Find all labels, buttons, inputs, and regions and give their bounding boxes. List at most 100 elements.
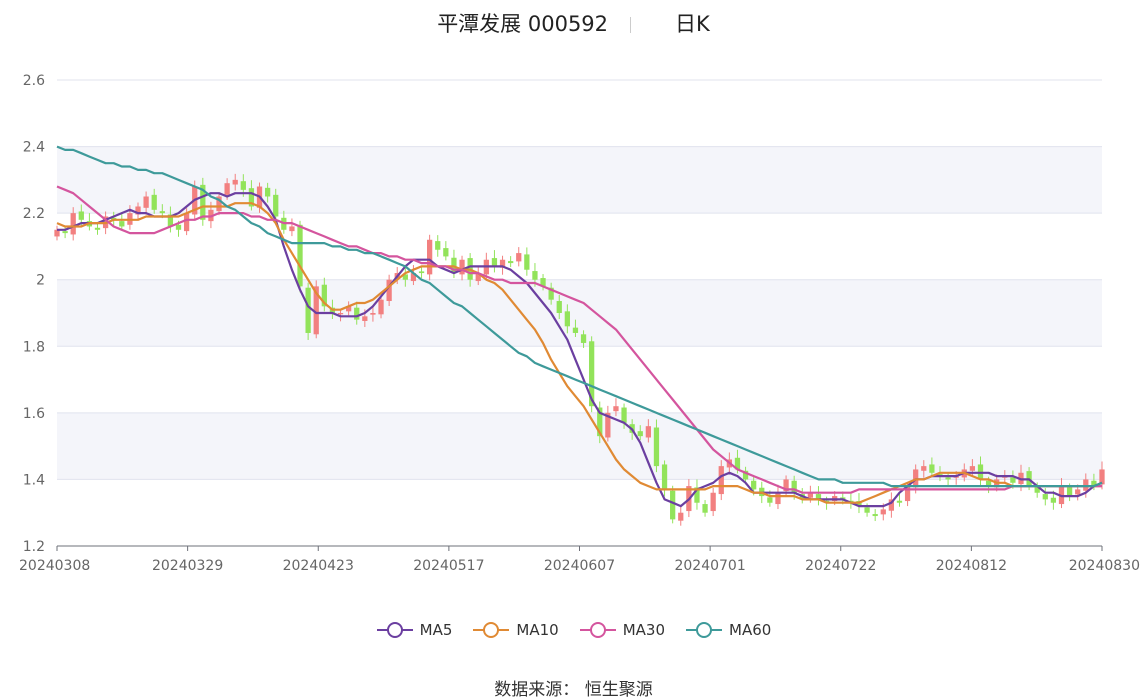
candle	[540, 274, 546, 291]
grid-band	[57, 279, 1102, 347]
legend-item-ma5[interactable]: MA5	[376, 620, 453, 640]
legend: MA5 MA10 MA30 MA60	[0, 620, 1147, 640]
candle-body	[921, 466, 927, 471]
candle-body	[362, 316, 368, 321]
candle-body	[159, 211, 165, 214]
candle-body	[653, 427, 660, 467]
candle	[710, 487, 716, 517]
candle-body	[1075, 489, 1081, 495]
candle-body	[305, 287, 311, 333]
candle-body	[78, 211, 84, 220]
candle-body	[985, 480, 992, 487]
candle-body	[313, 286, 319, 335]
candle-body	[1050, 497, 1057, 503]
candle-body	[94, 227, 101, 230]
candle-body	[70, 213, 76, 235]
candle	[216, 192, 222, 216]
legend-item-ma30[interactable]: MA30	[579, 620, 665, 640]
candle	[54, 225, 60, 241]
candle	[321, 277, 327, 312]
candle	[694, 479, 700, 510]
candle-body	[710, 492, 716, 512]
candle	[516, 247, 522, 267]
legend-item-ma60[interactable]: MA60	[685, 620, 771, 640]
candle	[556, 295, 562, 319]
kline-chart: 1.21.41.61.822.22.42.6 20240308 20240329 2…	[19, 73, 1140, 574]
candle-body	[807, 492, 814, 498]
candle	[1058, 478, 1065, 509]
candle-body	[742, 470, 749, 480]
stock-name: 平潭发展 000592	[437, 12, 609, 36]
y-tick-label: 1.6	[23, 406, 45, 422]
candle-body	[232, 179, 238, 185]
candle-body	[637, 431, 643, 437]
candle-body	[273, 194, 279, 217]
candle-body	[556, 301, 562, 313]
candle	[564, 304, 570, 334]
candle-body	[613, 406, 619, 412]
candle	[678, 506, 684, 526]
y-tick-label: 1.4	[23, 472, 45, 488]
candle	[508, 256, 514, 268]
candle	[613, 398, 619, 417]
candle	[62, 226, 68, 239]
candle-body	[783, 479, 789, 492]
candle-body	[151, 194, 157, 210]
y-axis: 1.2 1.4 1.6 1.8 2 2.2 2.4 2.6	[23, 73, 45, 555]
candle-body	[62, 231, 68, 234]
candle	[345, 301, 352, 316]
legend-item-ma10[interactable]: MA10	[472, 620, 559, 640]
candle	[354, 301, 360, 325]
legend-label-ma5: MA5	[419, 621, 453, 639]
candle-body	[815, 494, 822, 500]
candle-body	[491, 258, 498, 267]
candle-body	[1034, 487, 1040, 493]
candle-body	[1042, 494, 1048, 500]
candle-body	[224, 183, 230, 195]
candle-body	[516, 253, 522, 262]
candle-body	[183, 213, 190, 232]
ma-line-ma60	[56, 145, 1103, 488]
candle-body	[321, 284, 327, 307]
candle	[443, 241, 449, 261]
candle-body	[572, 327, 579, 333]
candle	[410, 265, 417, 286]
candle-body	[410, 273, 417, 282]
candle-body	[791, 480, 797, 493]
candle-body	[418, 271, 425, 274]
legend-marker-ma5	[376, 622, 413, 638]
candle-body	[540, 278, 546, 287]
candle	[232, 173, 238, 191]
candle-body	[248, 188, 255, 207]
candle-body	[402, 274, 408, 280]
x-tick-label: 20240830	[1069, 558, 1140, 574]
candle	[888, 492, 895, 518]
data-source: 数据来源： 恒生聚源	[494, 680, 653, 700]
candle-body	[386, 279, 392, 302]
candle	[572, 319, 579, 337]
candle	[378, 295, 384, 319]
candle	[402, 267, 408, 287]
candle-body	[1091, 480, 1097, 487]
candle	[718, 460, 724, 501]
candle-body	[605, 412, 611, 438]
candle	[70, 207, 76, 241]
candle-body	[354, 307, 360, 320]
candle	[167, 206, 174, 233]
candle	[645, 419, 651, 443]
candle-body	[694, 487, 700, 503]
x-tick-label: 20240701	[674, 558, 745, 574]
ma-line-ma10	[56, 202, 1102, 504]
grid-bands	[57, 146, 1102, 480]
candle-body	[734, 457, 741, 470]
candle-body	[564, 311, 570, 327]
period-label[interactable]: 日K	[675, 12, 710, 36]
candle	[670, 485, 676, 524]
candle-body	[499, 259, 506, 268]
x-tick-label: 20240517	[413, 558, 484, 574]
candle-body	[969, 466, 976, 471]
candle-body	[167, 214, 174, 227]
chart-title: 平潭发展 000592 日K	[0, 8, 1147, 38]
candle-body	[345, 306, 352, 312]
candle-body	[864, 507, 870, 513]
